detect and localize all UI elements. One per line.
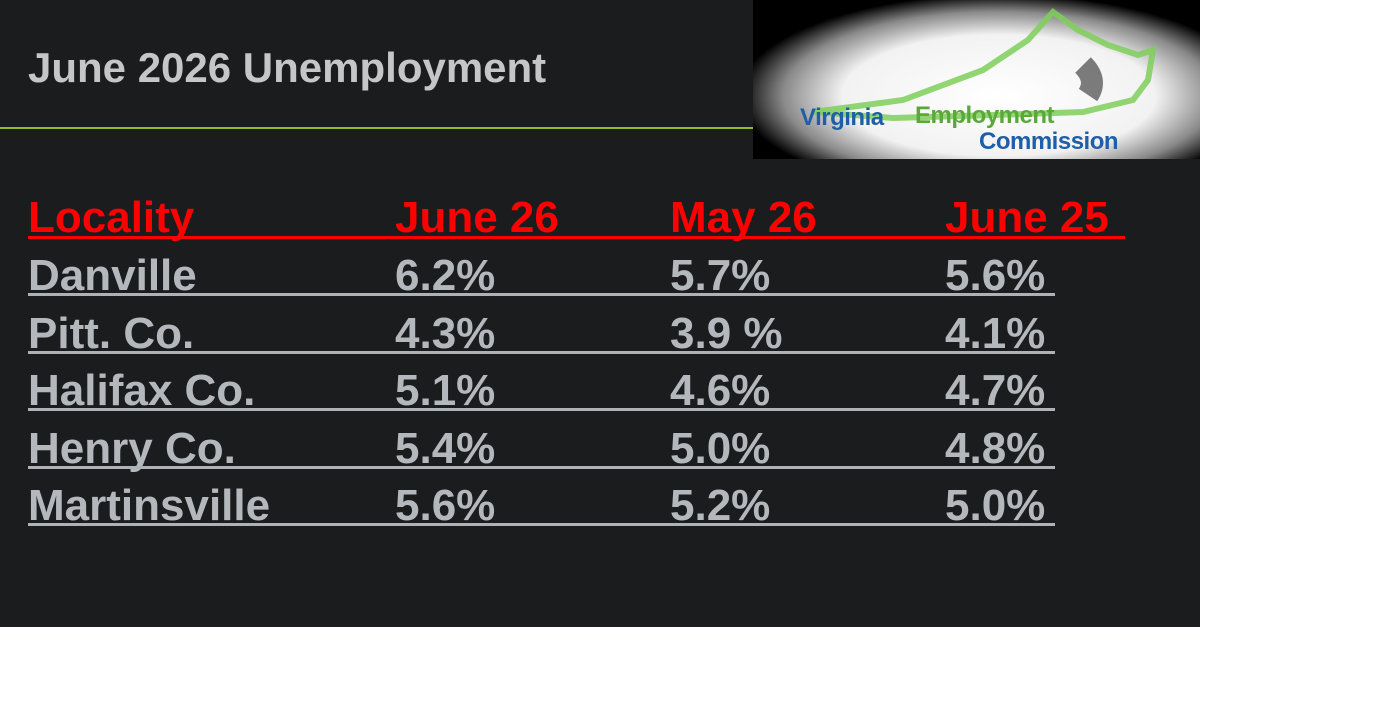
locality: Halifax Co. [28, 366, 256, 415]
locality: Pitt. Co. [28, 308, 195, 358]
rate: 5.0% [670, 423, 771, 473]
column-header: June 26 [395, 193, 559, 242]
title: June 2026 Unemployment [28, 44, 547, 91]
locality: Martinsville [28, 481, 271, 530]
row-underline [28, 465, 1055, 469]
logo-word: Commission [979, 128, 1119, 155]
rate: 5.6% [945, 251, 1046, 300]
rate: 4.3% [395, 308, 496, 358]
rate: 6.2% [395, 251, 496, 300]
logo: Virginia Employment Commission [753, 0, 1200, 159]
rate: 5.2% [670, 481, 771, 530]
rate: 5.0% [945, 481, 1046, 530]
rate: 4.1% [945, 308, 1046, 358]
column-header: Locality [28, 193, 195, 242]
row-underline [28, 408, 1055, 411]
column-header: May 26 [670, 193, 817, 242]
column-header: June 25 [945, 193, 1109, 242]
rate: 5.6% [395, 481, 496, 530]
locality: Henry Co. [28, 423, 236, 473]
rate: 4.6% [670, 366, 771, 415]
rate: 5.1% [395, 366, 496, 415]
locality: Danville [28, 251, 197, 300]
header-underline [28, 236, 1125, 239]
rate: 3.9 % [670, 308, 783, 358]
logo-shape [812, 7, 1157, 122]
rate: 5.7% [670, 251, 771, 300]
rate: 4.7% [945, 366, 1046, 415]
logo-word: Employment [915, 102, 1055, 129]
row-underline [28, 523, 1055, 526]
slide: June 2026 Unemployment Virginia Employme… [0, 0, 1200, 627]
divider [0, 127, 753, 129]
rate: 5.4% [395, 423, 496, 473]
logo-word: Virginia [800, 104, 884, 131]
row-underline [28, 293, 1055, 296]
rate: 4.8% [945, 423, 1046, 473]
row-underline [28, 350, 1055, 354]
